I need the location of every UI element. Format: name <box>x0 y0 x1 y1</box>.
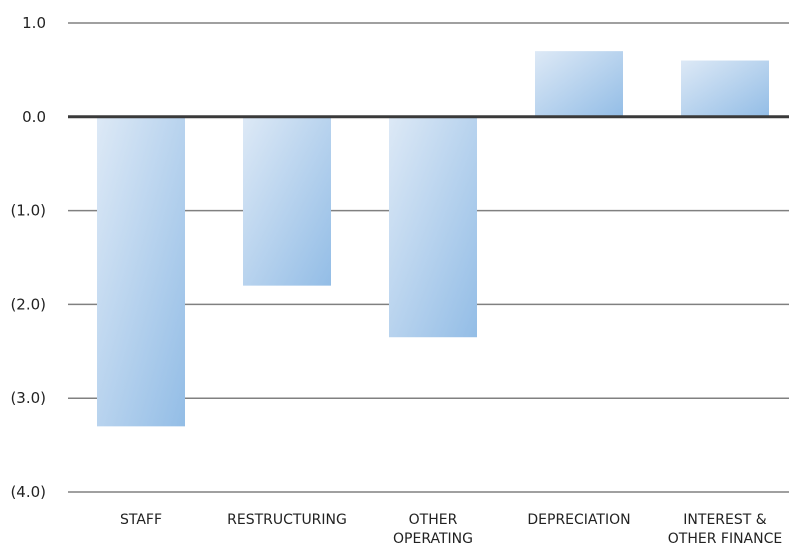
x-category-label: DEPRECIATION <box>527 512 630 528</box>
y-tick-label: (4.0) <box>10 483 46 501</box>
bar <box>97 116 185 427</box>
x-category-label: INTEREST & OTHER FINANCE <box>668 512 782 546</box>
x-category-label: OTHER OPERATING <box>393 512 473 546</box>
y-tick-label: 0.0 <box>22 108 46 126</box>
y-axis-tick-labels: 1.0 0.0 (1.0) (2.0) (3.0) (4.0) <box>10 14 46 501</box>
y-tick-label: (2.0) <box>10 295 46 313</box>
y-tick-label: 1.0 <box>22 14 46 32</box>
y-tick-label: (1.0) <box>10 202 46 220</box>
bar <box>681 60 769 117</box>
y-tick-label: (3.0) <box>10 389 46 407</box>
bar <box>535 51 623 117</box>
bar <box>389 116 477 338</box>
x-category-label: STAFF <box>120 512 162 528</box>
x-axis-category-labels: STAFF RESTRUCTURING OTHER OPERATING DEPRECIA… <box>120 512 782 546</box>
bars <box>97 51 769 427</box>
bar <box>243 116 331 286</box>
x-category-label: RESTRUCTURING <box>227 512 347 528</box>
